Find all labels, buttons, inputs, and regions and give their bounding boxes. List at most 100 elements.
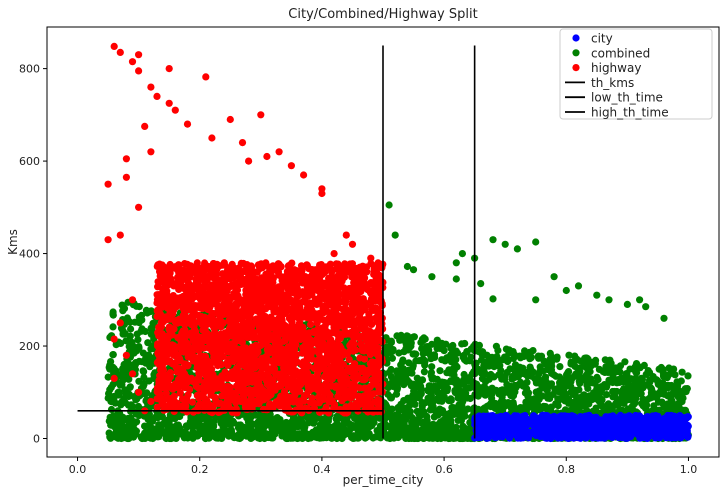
- combined-point: [363, 422, 371, 430]
- combined-point: [443, 384, 452, 392]
- combined-point: [137, 327, 145, 335]
- combined-point: [196, 425, 204, 433]
- combined-point: [623, 300, 632, 308]
- combined-point: [503, 380, 511, 389]
- combined-point: [202, 424, 210, 433]
- combined-point: [438, 356, 446, 364]
- combined-point: [535, 379, 543, 387]
- combined-point: [548, 362, 556, 370]
- combined-point: [222, 413, 230, 421]
- combined-point: [323, 433, 331, 441]
- combined-point: [388, 354, 396, 362]
- combined-point: [479, 349, 487, 357]
- combined-point: [485, 375, 493, 383]
- combined-point: [246, 417, 254, 425]
- combined-point: [275, 426, 283, 434]
- combined-point: [436, 393, 445, 401]
- combined-point: [561, 395, 569, 403]
- combined-point: [631, 374, 640, 382]
- combined-point: [386, 380, 394, 389]
- combined-point: [110, 416, 118, 424]
- combined-point: [540, 402, 548, 410]
- combined-point: [418, 398, 426, 407]
- combined-point: [645, 394, 653, 403]
- combined-point: [447, 416, 455, 424]
- combined-point: [629, 406, 637, 414]
- combined-point: [422, 343, 430, 351]
- combined-point: [429, 375, 437, 383]
- combined-point: [625, 376, 633, 384]
- combined-point: [180, 434, 188, 442]
- combined-point: [186, 418, 194, 426]
- combined-point: [116, 425, 124, 433]
- combined-point: [546, 355, 554, 363]
- combined-point: [107, 358, 115, 366]
- combined-point: [605, 361, 613, 369]
- combined-point: [417, 385, 425, 393]
- combined-point: [488, 384, 496, 392]
- combined-point: [358, 418, 366, 426]
- combined-point: [489, 295, 497, 303]
- combined-point: [527, 372, 535, 380]
- combined-point: [654, 380, 662, 388]
- combined-point: [323, 418, 331, 426]
- combined-point: [556, 363, 564, 371]
- combined-point: [545, 383, 553, 391]
- combined-point: [403, 262, 411, 271]
- combined-point: [393, 428, 401, 436]
- combined-point: [649, 388, 657, 396]
- combined-point: [428, 434, 437, 442]
- combined-point: [458, 250, 466, 258]
- combined-point: [222, 420, 230, 428]
- combined-point: [114, 434, 122, 442]
- combined-point: [317, 427, 325, 435]
- combined-point: [105, 389, 113, 398]
- combined-point: [481, 370, 489, 378]
- combined-point: [591, 359, 599, 367]
- combined-point: [428, 340, 436, 348]
- combined-point: [409, 362, 417, 370]
- combined-point: [520, 381, 528, 389]
- combined-point: [561, 378, 569, 386]
- combined-point: [387, 365, 395, 374]
- combined-point: [281, 432, 289, 440]
- combined-point: [304, 413, 312, 422]
- combined-point: [139, 367, 147, 375]
- combined-point: [120, 360, 128, 369]
- combined-point: [612, 364, 620, 372]
- combined-point: [585, 400, 593, 408]
- combined-point: [420, 368, 428, 376]
- combined-point: [567, 382, 575, 390]
- combined-point: [609, 371, 617, 379]
- combined-point: [565, 368, 573, 376]
- combined-point: [436, 367, 444, 375]
- combined-point: [385, 201, 393, 209]
- combined-point: [504, 388, 512, 396]
- combined-point: [134, 402, 143, 411]
- combined-point: [399, 365, 407, 373]
- combined-point: [282, 418, 290, 427]
- combined-point: [396, 336, 404, 344]
- combined-point: [683, 385, 691, 393]
- combined-point: [491, 399, 499, 407]
- combined-point: [450, 376, 458, 384]
- combined-point: [226, 428, 234, 436]
- combined-point: [640, 361, 648, 369]
- combined-point: [247, 426, 255, 434]
- combined-point: [642, 370, 650, 378]
- combined-point: [565, 351, 573, 359]
- combined-point: [502, 345, 510, 353]
- combined-point: [436, 418, 444, 426]
- combined-point: [148, 431, 156, 439]
- combined-point: [115, 388, 123, 396]
- combined-point: [497, 398, 505, 406]
- combined-point: [419, 337, 427, 345]
- combined-point: [170, 414, 179, 422]
- combined-point: [214, 433, 222, 441]
- combined-point: [571, 362, 579, 371]
- combined-point: [592, 404, 600, 412]
- combined-point: [506, 400, 514, 408]
- combined-point: [124, 414, 132, 423]
- combined-point: [429, 420, 437, 428]
- combined-point: [110, 369, 118, 377]
